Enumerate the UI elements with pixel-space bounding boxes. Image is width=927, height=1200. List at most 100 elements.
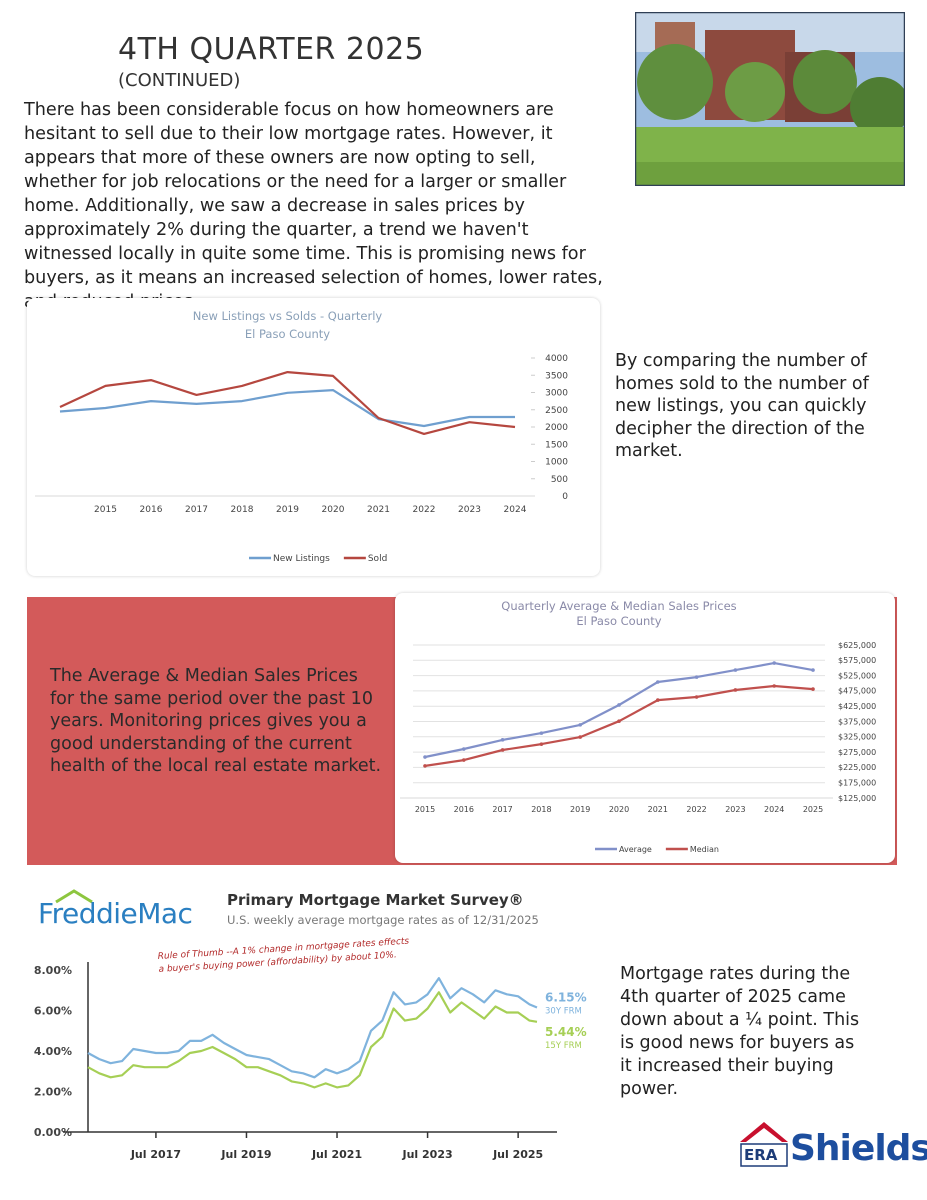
y-tick-label: $575,000 (838, 656, 876, 665)
y-tick-label: $375,000 (838, 717, 876, 726)
x-tick-label: 2021 (367, 505, 390, 515)
subtitle: (CONTINUED) (118, 70, 241, 91)
series-line (87, 991, 538, 1089)
y-tick-label: 1500 (545, 440, 568, 450)
rates-note: Mortgage rates during the 4th quarter of… (620, 964, 860, 1099)
y-tick-label: $475,000 (838, 687, 876, 696)
era-text: ERA (744, 1146, 778, 1164)
point (423, 755, 427, 759)
point (733, 668, 738, 672)
x-tick-label: 2019 (570, 805, 590, 814)
series-line (424, 684, 814, 767)
y-tick-label: $325,000 (838, 733, 876, 742)
x-tick-label: 2024 (504, 505, 527, 515)
series-name: 15Y FRM (545, 1041, 582, 1051)
x-tick-label: Jul 2023 (402, 1148, 453, 1161)
x-tick-label: 2021 (648, 805, 668, 814)
legend-label: Median (690, 845, 719, 854)
freddie-roof (55, 889, 93, 904)
y-tick-label: 0 (562, 492, 568, 502)
end-value-label: 6.15% (545, 990, 587, 1004)
point (811, 687, 815, 691)
y-tick-label: $275,000 (838, 748, 876, 757)
y-tick-label: 3500 (545, 371, 568, 381)
y-tick-label: 6.00% (34, 1004, 72, 1017)
x-tick-label: 2020 (322, 505, 345, 515)
point (656, 698, 660, 702)
prices-panel (395, 593, 895, 863)
point (462, 758, 466, 762)
x-tick-label: Jul 2025 (492, 1148, 543, 1161)
point (617, 719, 621, 723)
era-mark (740, 1122, 788, 1167)
intro-text: There has been considerable focus on how… (24, 100, 603, 312)
y-tick-label: 500 (551, 475, 568, 485)
x-tick-label: 2017 (185, 505, 208, 515)
point (578, 735, 582, 739)
y-tick-label: $625,000 (838, 641, 876, 650)
y-tick-label: $175,000 (838, 779, 876, 788)
y-tick-label: $225,000 (838, 763, 876, 772)
point (617, 703, 621, 707)
y-tick-label: 3000 (545, 389, 568, 399)
y-tick-label: $425,000 (838, 702, 876, 711)
x-tick-label: 2023 (458, 505, 481, 515)
end-value-label: 5.44% (545, 1025, 587, 1039)
y-tick-label: 2500 (545, 406, 568, 416)
freddie-logo: FreddieMac (38, 897, 193, 930)
listings-chart: New Listings vs Solds - Quarterly El Paso… (35, 309, 568, 564)
point (462, 747, 466, 751)
x-tick-label: 2018 (531, 805, 551, 814)
point (539, 731, 544, 735)
y-tick-label: 8.00% (34, 964, 72, 977)
point (578, 723, 582, 727)
y-tick-label: $125,000 (838, 794, 876, 803)
x-tick-label: Jul 2021 (311, 1148, 362, 1161)
point (500, 748, 505, 752)
x-tick-label: 2019 (276, 505, 299, 515)
shields-text: Shields (790, 1128, 927, 1169)
point (656, 680, 660, 684)
series-line (87, 977, 538, 1079)
x-tick-label: 2015 (94, 505, 117, 515)
title: 4TH QUARTER 2025 (118, 32, 425, 67)
point (733, 688, 738, 692)
point (694, 695, 699, 699)
series-line (424, 662, 814, 759)
x-tick-label: 2022 (413, 505, 436, 515)
x-tick-label: Jul 2017 (130, 1148, 181, 1161)
y-tick-label: 2.00% (34, 1085, 72, 1098)
point (772, 661, 776, 665)
x-tick-label: 2025 (803, 805, 823, 814)
point (694, 675, 699, 679)
x-tick-label: 2020 (609, 805, 629, 814)
chart-title: Quarterly Average & Median Sales Prices (501, 599, 736, 613)
legend-label: Average (619, 845, 652, 854)
point (539, 742, 544, 746)
prices-chart: Quarterly Average & Median Sales PricesE… (400, 599, 876, 854)
y-tick-label: 2000 (545, 423, 568, 433)
x-tick-label: 2017 (492, 805, 512, 814)
x-tick-label: 2015 (415, 805, 435, 814)
x-tick-label: 2016 (454, 805, 474, 814)
x-tick-label: Jul 2019 (220, 1148, 271, 1161)
chart-title: New Listings vs Solds - Quarterly (193, 309, 383, 323)
photo (635, 12, 905, 186)
y-tick-label: $525,000 (838, 671, 876, 680)
point (423, 764, 427, 768)
rates-chart: 0.00% 2.00% 4.00% 6.00% 8.00% Jul 2017 Jul 201… (34, 962, 587, 1161)
x-tick-label: 2018 (231, 505, 254, 515)
series-line (59, 389, 515, 428)
x-tick-label: 2024 (764, 805, 784, 814)
survey-title: Primary Mortgage Market Survey® (227, 891, 524, 909)
point (500, 738, 505, 742)
listings-note: By comparing the number of homes sold to… (615, 351, 869, 461)
legend-label: New Listings (273, 554, 330, 564)
prices-note: The Average & Median Sales Prices for th… (50, 666, 382, 776)
y-tick-label: 1000 (545, 458, 568, 468)
x-tick-label: 2022 (686, 805, 706, 814)
series-line (59, 371, 516, 435)
chart-subtitle: El Paso County (576, 614, 661, 628)
